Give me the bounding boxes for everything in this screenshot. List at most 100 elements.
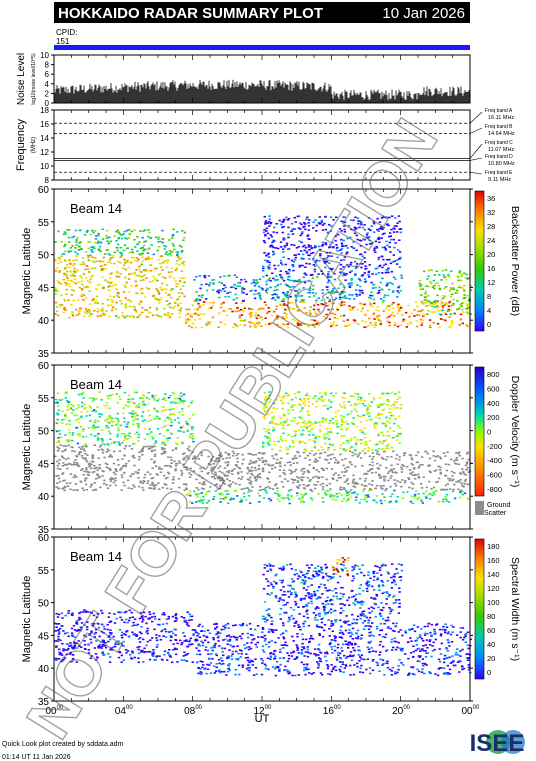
data-cell: [138, 423, 141, 425]
colorbar-tick-label: 36: [487, 194, 495, 203]
data-cell: [240, 471, 243, 473]
data-cell: [349, 263, 352, 266]
data-cell: [71, 432, 75, 434]
data-cell: [61, 472, 65, 474]
data-cell: [303, 448, 306, 451]
data-cell: [443, 304, 447, 306]
data-cell: [328, 291, 331, 294]
data-cell: [142, 489, 145, 491]
data-cell: [139, 230, 142, 232]
lat-ylabel: Magnetic Latitude: [21, 228, 33, 315]
data-cell: [140, 626, 143, 628]
data-cell: [156, 298, 160, 301]
data-cell: [106, 395, 110, 397]
data-cell: [465, 632, 468, 635]
data-cell: [164, 245, 168, 248]
data-cell: [315, 421, 318, 424]
data-cell: [54, 241, 57, 243]
data-cell: [315, 435, 318, 438]
data-cell: [287, 272, 290, 275]
data-cell: [95, 398, 98, 400]
data-cell: [227, 275, 230, 277]
data-cell: [345, 448, 348, 451]
data-cell: [349, 674, 352, 676]
data-cell: [101, 314, 105, 316]
data-cell: [368, 236, 371, 238]
data-cell: [358, 477, 362, 480]
data-cell: [213, 477, 216, 480]
data-cell: [154, 409, 157, 412]
data-cell: [85, 468, 88, 471]
data-cell: [249, 325, 252, 328]
data-cell: [120, 476, 124, 479]
data-cell: [183, 295, 186, 298]
data-cell: [429, 471, 432, 474]
data-cell: [303, 281, 307, 284]
data-cell: [308, 249, 311, 251]
data-cell: [388, 232, 392, 234]
data-cell: [143, 473, 147, 476]
data-cell: [268, 261, 271, 264]
data-cell: [391, 391, 394, 393]
data-cell: [310, 273, 314, 276]
data-cell: [335, 297, 338, 300]
data-cell: [158, 623, 161, 626]
data-cell: [428, 304, 431, 307]
data-cell: [54, 622, 57, 625]
data-cell: [399, 432, 402, 435]
data-cell: [365, 326, 368, 328]
data-cell: [123, 435, 127, 438]
data-cell: [363, 433, 366, 435]
data-cell: [326, 289, 329, 291]
data-cell: [168, 417, 171, 419]
data-cell: [358, 452, 362, 454]
data-cell: [56, 412, 59, 414]
data-cell: [218, 493, 221, 495]
data-cell: [300, 223, 303, 226]
data-cell: [55, 267, 59, 269]
data-cell: [93, 464, 96, 467]
data-cell: [289, 289, 292, 291]
data-cell: [179, 277, 182, 279]
data-cell: [218, 312, 221, 315]
data-cell: [340, 296, 344, 299]
data-cell: [136, 418, 139, 421]
data-cell: [66, 409, 69, 411]
data-cell: [161, 613, 164, 616]
data-cell: [112, 462, 116, 465]
colorbar-tick-label: 16: [487, 264, 495, 273]
data-cell: [326, 296, 329, 299]
data-cell: [459, 473, 463, 475]
data-cell: [357, 398, 360, 401]
data-cell: [85, 628, 89, 631]
data-cell: [310, 449, 314, 452]
data-cell: [283, 293, 287, 296]
data-cell: [212, 456, 215, 458]
data-cell: [136, 250, 139, 252]
data-cell: [278, 423, 282, 425]
data-cell: [115, 470, 118, 472]
data-cell: [282, 317, 285, 320]
data-cell: [265, 491, 268, 494]
data-cell: [223, 483, 226, 485]
data-cell: [173, 648, 176, 651]
data-cell: [342, 449, 346, 451]
data-cell: [438, 456, 442, 458]
data-cell: [93, 435, 96, 437]
data-cell: [95, 299, 98, 302]
data-cell: [64, 232, 67, 235]
data-cell: [169, 419, 173, 421]
data-cell: [96, 469, 99, 471]
data-cell: [377, 453, 381, 456]
data-cell: [57, 633, 61, 635]
data-cell: [378, 265, 381, 268]
data-cell: [307, 246, 310, 248]
data-cell: [330, 392, 333, 395]
data-cell: [462, 667, 466, 670]
data-cell: [102, 268, 106, 270]
data-cell: [340, 435, 343, 438]
data-cell: [266, 477, 269, 479]
data-cell: [296, 462, 299, 464]
data-cell: [191, 428, 194, 430]
data-cell: [214, 484, 217, 486]
